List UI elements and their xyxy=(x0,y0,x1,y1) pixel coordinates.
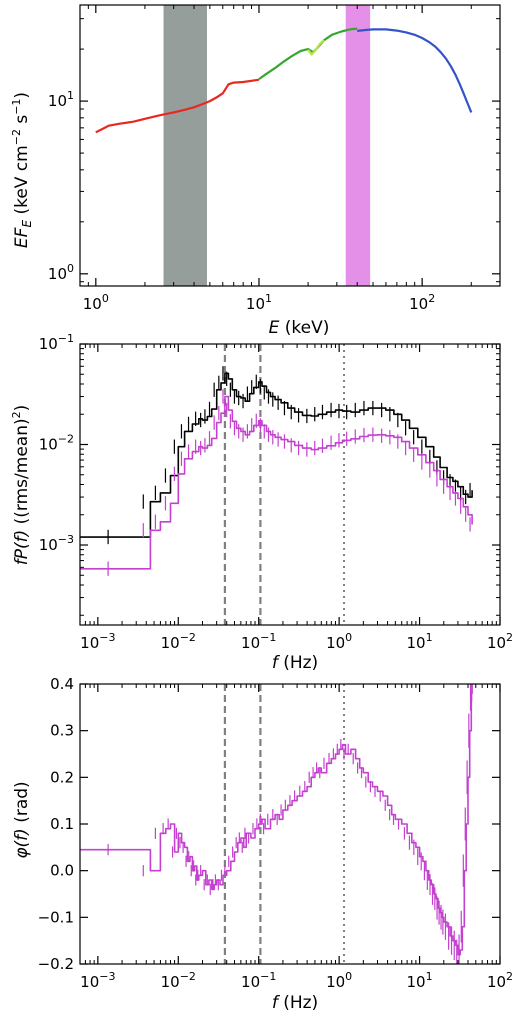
panel2-y-axis-label: fP(f) ((rms/mean)2) xyxy=(10,405,32,566)
x-tick-label: 100 xyxy=(83,292,109,313)
x-tick-label: 102 xyxy=(487,970,513,991)
y-tick-label: 0.2 xyxy=(50,768,74,786)
x-tick-label: 10−1 xyxy=(241,970,276,991)
y-tick-label: 0.4 xyxy=(50,675,74,693)
panel1-y-axis-label: EFE (keV cm−2 s−1) xyxy=(10,92,34,248)
x-tick-label: 10−1 xyxy=(241,631,276,652)
data-series-0 xyxy=(80,684,473,956)
y-tick-label: 0.3 xyxy=(50,722,74,740)
panel3-x-axis-label: f (Hz) xyxy=(272,993,318,1013)
y-tick-label: −0.1 xyxy=(38,908,74,926)
x-tick-label: 101 xyxy=(246,292,272,313)
plot-frame xyxy=(79,4,501,287)
panel3-y-axis-label: φ(f) (rad) xyxy=(12,781,32,858)
y-tick-label: 10−3 xyxy=(39,533,74,554)
x-tick-label: 102 xyxy=(487,631,513,652)
power-spectrum-panel: f (Hz) fP(f) ((rms/mean)2) 10−3 10−2 10−1 1… xyxy=(10,332,513,673)
y-tick-label: 10−2 xyxy=(39,433,74,454)
x-tick-label: 10−2 xyxy=(161,631,196,652)
x-tick-label: 102 xyxy=(409,292,435,313)
y-tick-label: 10−1 xyxy=(39,332,74,353)
data-series-2 xyxy=(307,39,325,56)
y-tick-label: 101 xyxy=(48,89,74,110)
x-tick-label: 10−3 xyxy=(80,631,115,652)
plot-area xyxy=(95,5,473,286)
data-series-1 xyxy=(258,27,358,80)
x-tick-label: 10−2 xyxy=(161,970,196,991)
plot-area xyxy=(80,684,473,964)
x-tick-label: 101 xyxy=(407,970,433,991)
x-tick-label: 100 xyxy=(326,631,352,652)
shaded-band-0 xyxy=(163,5,207,286)
y-tick-label: 0.1 xyxy=(50,815,74,833)
x-tick-label: 101 xyxy=(407,631,433,652)
data-series-0 xyxy=(80,372,473,538)
data-series-1 xyxy=(80,395,473,570)
shaded-band-1 xyxy=(345,5,371,286)
y-tick-label: −0.2 xyxy=(38,955,74,973)
data-series-0 xyxy=(95,78,260,134)
x-tick-label: 10−3 xyxy=(80,970,115,991)
panel2-x-axis-label: f (Hz) xyxy=(272,653,318,673)
plot-area xyxy=(80,344,473,625)
y-tick-label: 0.0 xyxy=(50,862,74,880)
phase-lag-panel: f (Hz) φ(f) (rad) 10−3 10−2 10−1 100 101 102 −… xyxy=(12,675,513,1013)
plot-frame xyxy=(79,683,501,965)
energy-spectrum-panel: E (keV) EFE (keV cm−2 s−1) 100 101 102 100 1… xyxy=(10,4,501,338)
x-tick-label: 100 xyxy=(326,970,352,991)
y-tick-label: 100 xyxy=(48,262,74,283)
data-series-3 xyxy=(357,28,473,113)
panel1-x-axis-label: E (keV) xyxy=(269,318,330,338)
